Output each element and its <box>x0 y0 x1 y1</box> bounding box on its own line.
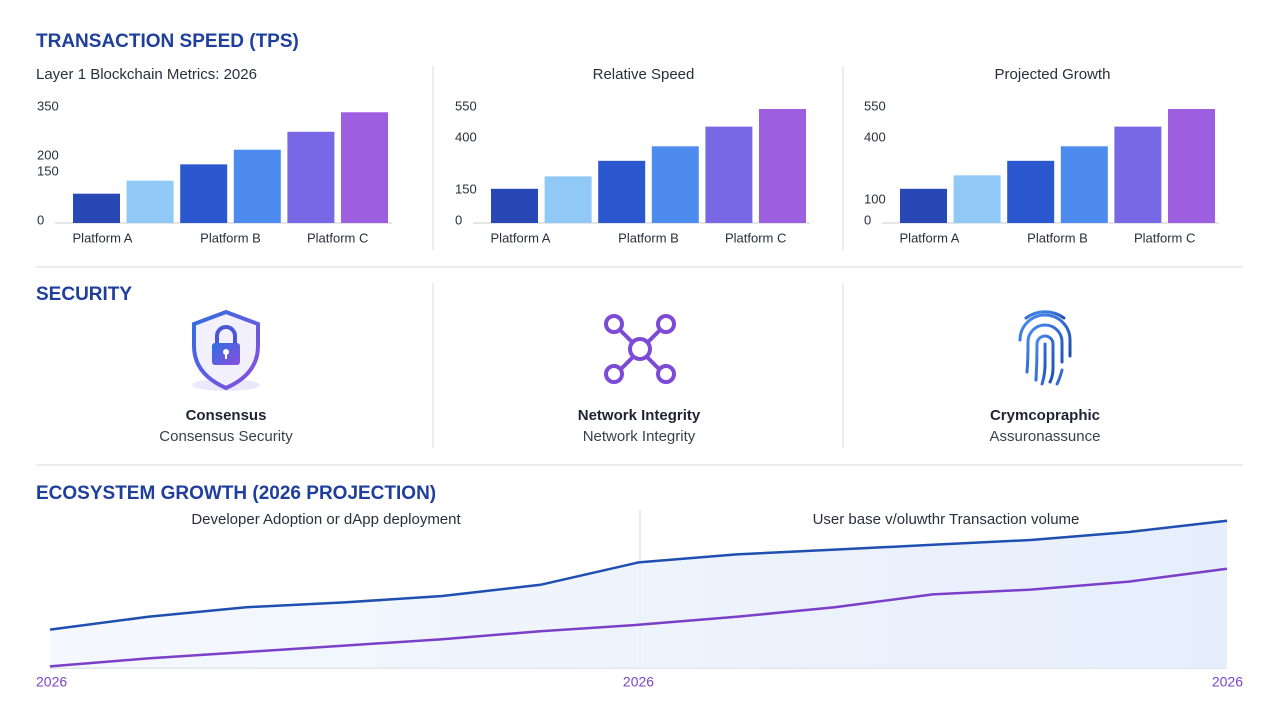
chart-title: Projected Growth <box>995 66 1111 83</box>
chart-title: Relative Speed <box>593 66 695 83</box>
chart-title: Layer 1 Blockchain Metrics: 2026 <box>36 66 257 83</box>
bar <box>1168 109 1215 223</box>
security-title: Consensus <box>186 407 267 424</box>
x-tick-label: Platform A <box>491 230 551 245</box>
bar <box>1060 146 1108 223</box>
y-tick-label: 0 <box>37 212 44 227</box>
bar <box>651 146 699 223</box>
bar <box>287 131 335 223</box>
bar <box>341 112 388 223</box>
bar <box>705 126 753 223</box>
y-tick-label: 150 <box>455 181 477 196</box>
x-tick-label: 2026 <box>623 674 654 690</box>
security-title: Network Integrity <box>578 407 701 424</box>
x-tick-label: Platform B <box>200 230 261 245</box>
bar <box>953 175 1001 223</box>
bar <box>544 176 592 223</box>
x-tick-label: Platform C <box>1134 230 1195 245</box>
security-subtitle: Consensus Security <box>159 428 293 445</box>
bar <box>759 109 806 223</box>
x-tick-label: 2026 <box>36 674 67 690</box>
y-tick-label: 550 <box>455 98 477 113</box>
bar <box>1114 126 1162 223</box>
x-tick-label: Platform A <box>900 230 960 245</box>
shield-icon <box>192 309 260 391</box>
area <box>50 520 1227 668</box>
y-tick-label: 0 <box>455 212 462 227</box>
security-subtitle: Assuronassunce <box>990 428 1101 445</box>
y-tick-label: 550 <box>864 98 886 113</box>
bar <box>1007 160 1055 223</box>
network-icon <box>604 314 676 384</box>
bar <box>598 160 646 223</box>
section-title: ECOSYSTEM GROWTH (2026 PROJECTION) <box>36 483 436 504</box>
y-tick-label: 0 <box>864 212 871 227</box>
x-tick-label: Platform C <box>307 230 368 245</box>
y-tick-label: 100 <box>864 192 886 207</box>
y-tick-label: 400 <box>864 130 886 145</box>
section-title: TRANSACTION SPEED (TPS) <box>36 31 299 52</box>
security-title: Crymcopraphic <box>990 407 1100 424</box>
y-tick-label: 150 <box>37 164 59 179</box>
x-tick-label: 2026 <box>1212 674 1243 690</box>
bar <box>73 193 120 223</box>
x-tick-label: Platform A <box>73 230 133 245</box>
line <box>49 567 1228 668</box>
bar <box>233 149 281 223</box>
x-tick-label: Platform B <box>1027 230 1088 245</box>
bar <box>126 180 174 223</box>
y-tick-label: 400 <box>455 130 477 145</box>
bar <box>180 164 228 223</box>
line <box>49 519 1228 631</box>
x-tick-label: Platform C <box>725 230 786 245</box>
annotation: Developer Adoption or dApp deployment <box>191 511 461 528</box>
y-tick-label: 350 <box>37 98 59 113</box>
y-tick-label: 200 <box>37 147 59 162</box>
bar <box>491 188 538 223</box>
security-subtitle: Network Integrity <box>583 428 696 445</box>
fingerprint-icon <box>1016 310 1072 386</box>
section-title: SECURITY <box>36 284 132 305</box>
x-tick-label: Platform B <box>618 230 679 245</box>
annotation: User base v/oluwthr Transaction volume <box>813 511 1080 528</box>
bar <box>900 188 947 223</box>
